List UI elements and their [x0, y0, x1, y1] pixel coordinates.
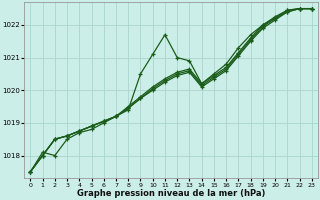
X-axis label: Graphe pression niveau de la mer (hPa): Graphe pression niveau de la mer (hPa) — [77, 189, 265, 198]
